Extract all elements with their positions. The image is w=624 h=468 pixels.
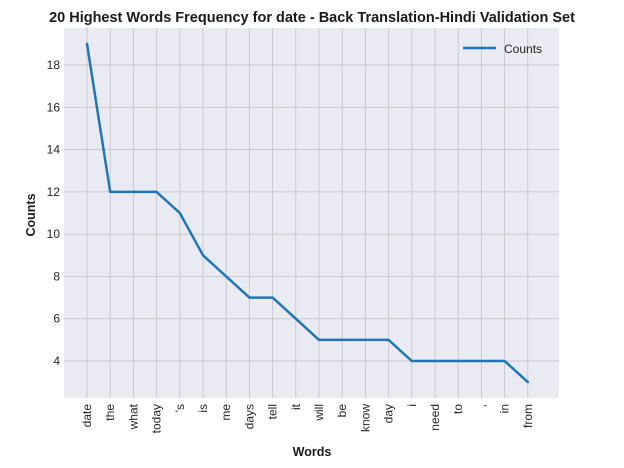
x-tick-label: 's <box>173 404 187 412</box>
x-tick-label: i <box>405 404 419 407</box>
x-tick-label: what <box>126 403 140 430</box>
legend-label: Counts <box>504 42 542 56</box>
x-axis-label: Words <box>293 445 332 459</box>
y-tick-label: 18 <box>47 58 61 72</box>
y-tick-label: 8 <box>53 269 60 283</box>
x-tick-label: need <box>428 404 442 431</box>
y-tick-label: 6 <box>53 312 60 326</box>
x-tick-label: the <box>103 404 117 421</box>
y-tick-label: 16 <box>47 100 61 114</box>
series-line <box>85 42 530 384</box>
x-tick-labels: date the what today's is me days tell it will be kn… <box>80 403 535 433</box>
y-tick-label: 14 <box>47 143 61 157</box>
x-tick-label: days <box>242 404 256 429</box>
legend: Counts <box>463 42 542 56</box>
x-tick-label: from <box>521 404 535 428</box>
y-axis-label: Counts <box>24 193 38 236</box>
y-tick-label: 12 <box>47 185 61 199</box>
series-layer <box>85 42 530 384</box>
x-tick-label: day <box>382 404 396 423</box>
x-tick-label: be <box>335 404 349 418</box>
x-tick-label: is <box>196 404 210 413</box>
x-tick-label: in <box>498 404 512 413</box>
x-tick-label: date <box>80 404 94 428</box>
chart-title: 20 Highest Words Frequency for date - Ba… <box>49 10 575 26</box>
plot-area <box>64 28 559 398</box>
x-gridlines <box>86 28 529 398</box>
x-tick-label: to <box>451 404 465 414</box>
x-tick-label: , <box>474 404 488 407</box>
x-tick-label: know <box>358 404 372 432</box>
y-tick-labels: 4 6 8 10 12 14 16 18 <box>47 58 61 368</box>
x-tick-label: will <box>312 404 326 422</box>
x-tick-label: me <box>219 404 233 421</box>
y-gridlines <box>64 64 559 362</box>
x-tick-label: tell <box>266 404 280 419</box>
x-tick-label: today <box>150 404 164 433</box>
y-tick-label: 10 <box>47 227 61 241</box>
y-tick-label: 4 <box>53 354 60 368</box>
x-tick-label: it <box>289 403 303 410</box>
